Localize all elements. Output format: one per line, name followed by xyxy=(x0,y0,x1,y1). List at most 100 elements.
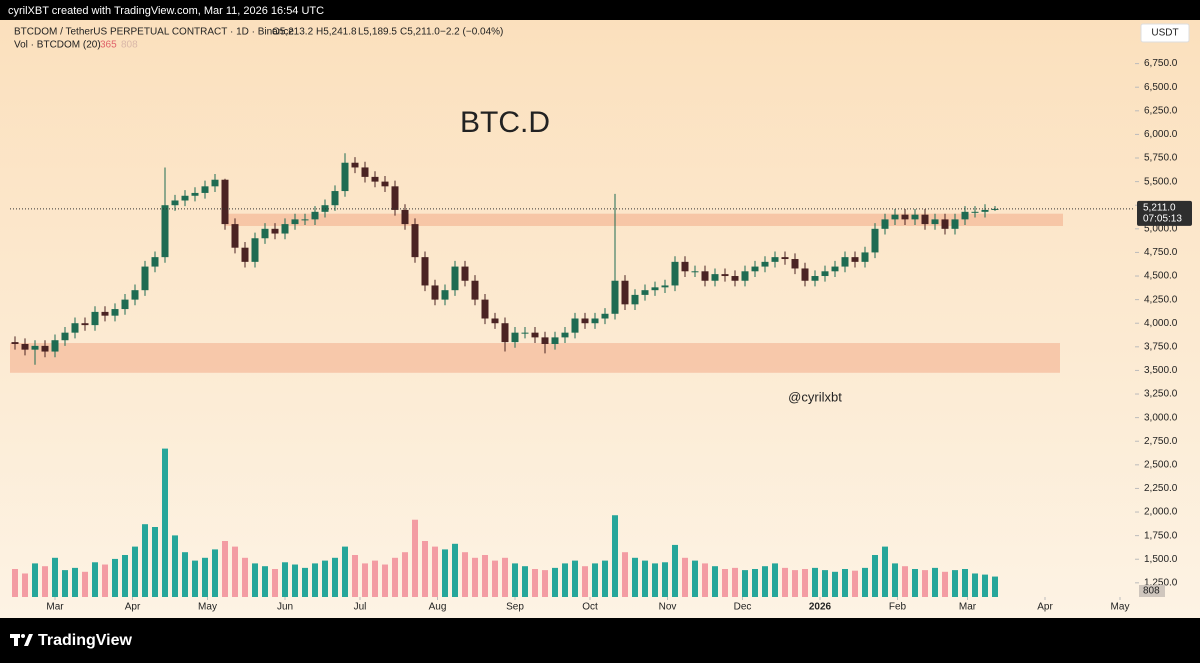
candle-body xyxy=(241,247,249,262)
candle-body xyxy=(411,224,419,258)
volume-bar xyxy=(352,555,358,597)
volume-bar xyxy=(12,569,18,597)
volume-bar xyxy=(872,555,878,597)
candle-body xyxy=(11,342,19,344)
volume-bar xyxy=(412,519,418,597)
y-tick-label: 6,750.0 xyxy=(1144,58,1178,69)
candle-body xyxy=(851,257,859,262)
candle-body xyxy=(451,266,459,291)
volume-bar xyxy=(242,557,248,597)
volume-bar xyxy=(982,574,988,597)
candle-body xyxy=(951,219,959,229)
candle-body xyxy=(531,332,539,338)
y-tick-label: 5,750.0 xyxy=(1144,153,1178,164)
candle-body xyxy=(591,318,599,324)
chart-title: BTC.D xyxy=(460,106,550,139)
candle-body xyxy=(381,181,389,187)
volume-bar xyxy=(802,569,808,597)
x-tick-label: Jun xyxy=(277,602,293,613)
volume-bar xyxy=(752,569,758,597)
header: cyrilXBT created with TradingView.com, M… xyxy=(8,5,324,17)
candle-body xyxy=(331,191,339,206)
top-bar xyxy=(0,0,1200,20)
candle-body xyxy=(821,271,829,277)
volume-bar xyxy=(832,571,838,597)
candle-body xyxy=(271,228,279,234)
candle-body xyxy=(501,323,509,343)
volume-bar xyxy=(702,563,708,597)
y-tick-label: 3,000.0 xyxy=(1144,412,1178,423)
y-tick-label: 4,250.0 xyxy=(1144,294,1178,305)
candle-body xyxy=(771,257,779,262)
volume-bar xyxy=(842,569,848,597)
candle-body xyxy=(571,318,579,333)
candle-body xyxy=(311,211,319,220)
candle-body xyxy=(831,266,839,272)
volume-bar xyxy=(482,555,488,597)
candle-body xyxy=(861,252,869,262)
candle-body xyxy=(721,274,729,277)
candle-body xyxy=(111,309,119,316)
candle-body xyxy=(391,186,399,210)
candle-body xyxy=(151,257,159,267)
y-tick-label: 4,000.0 xyxy=(1144,318,1178,329)
x-tick-label: Mar xyxy=(46,602,64,613)
volume-bar xyxy=(152,527,158,597)
volume-bar xyxy=(612,515,618,597)
candle-body xyxy=(601,313,609,319)
zone xyxy=(10,343,1060,373)
candle-body xyxy=(121,299,129,310)
volume-bar xyxy=(552,567,558,597)
volume-bar xyxy=(462,552,468,597)
candle-body xyxy=(521,332,529,334)
candle-body xyxy=(681,261,689,272)
x-tick-label: Aug xyxy=(429,602,447,613)
candle-body xyxy=(841,257,849,267)
y-tick-label: 6,500.0 xyxy=(1144,82,1178,93)
y-tick-label: 6,250.0 xyxy=(1144,105,1178,116)
candle-body xyxy=(651,287,659,291)
annotation: @cyrilxbt xyxy=(788,389,842,404)
candle-body xyxy=(991,208,999,210)
candle-body xyxy=(371,176,379,182)
candle-body xyxy=(551,337,559,344)
volume-bar xyxy=(652,563,658,597)
volume-bar xyxy=(892,563,898,597)
volume-bar xyxy=(262,566,268,597)
volume-bar xyxy=(542,570,548,597)
candle-body xyxy=(81,323,89,326)
volume-bar xyxy=(42,566,48,597)
candle-body xyxy=(741,271,749,281)
x-tick-label: Mar xyxy=(959,602,977,613)
y-tick-label: 1,750.0 xyxy=(1144,530,1178,541)
y-tick-label: 3,500.0 xyxy=(1144,365,1178,376)
volume-bar xyxy=(82,571,88,597)
volume-bar xyxy=(392,557,398,597)
candle-body xyxy=(931,219,939,225)
y-tick-label: 2,500.0 xyxy=(1144,459,1178,470)
volume-bar xyxy=(602,560,608,597)
y-tick-label: 4,750.0 xyxy=(1144,247,1178,258)
candle-body xyxy=(921,214,929,225)
volume-bar xyxy=(322,560,328,597)
candle-body xyxy=(101,311,109,316)
volume-bar xyxy=(762,566,768,597)
candle-body xyxy=(211,179,219,187)
candle-body xyxy=(51,340,59,352)
candle-body xyxy=(431,285,439,300)
volume-bar xyxy=(952,570,958,597)
candle-body xyxy=(131,290,139,300)
candle-body xyxy=(231,224,239,248)
candle-body xyxy=(661,285,669,288)
volume-bar xyxy=(122,555,128,597)
candle-body xyxy=(91,311,99,326)
volume-bar xyxy=(302,567,308,597)
volume-bar xyxy=(812,567,818,597)
volume-bar xyxy=(132,546,138,597)
candle-body xyxy=(971,211,979,213)
currency-box[interactable] xyxy=(1140,23,1190,43)
candle-body xyxy=(941,219,949,229)
volume-bar xyxy=(192,560,198,597)
candle-body xyxy=(781,257,789,260)
candle-body xyxy=(481,299,489,319)
